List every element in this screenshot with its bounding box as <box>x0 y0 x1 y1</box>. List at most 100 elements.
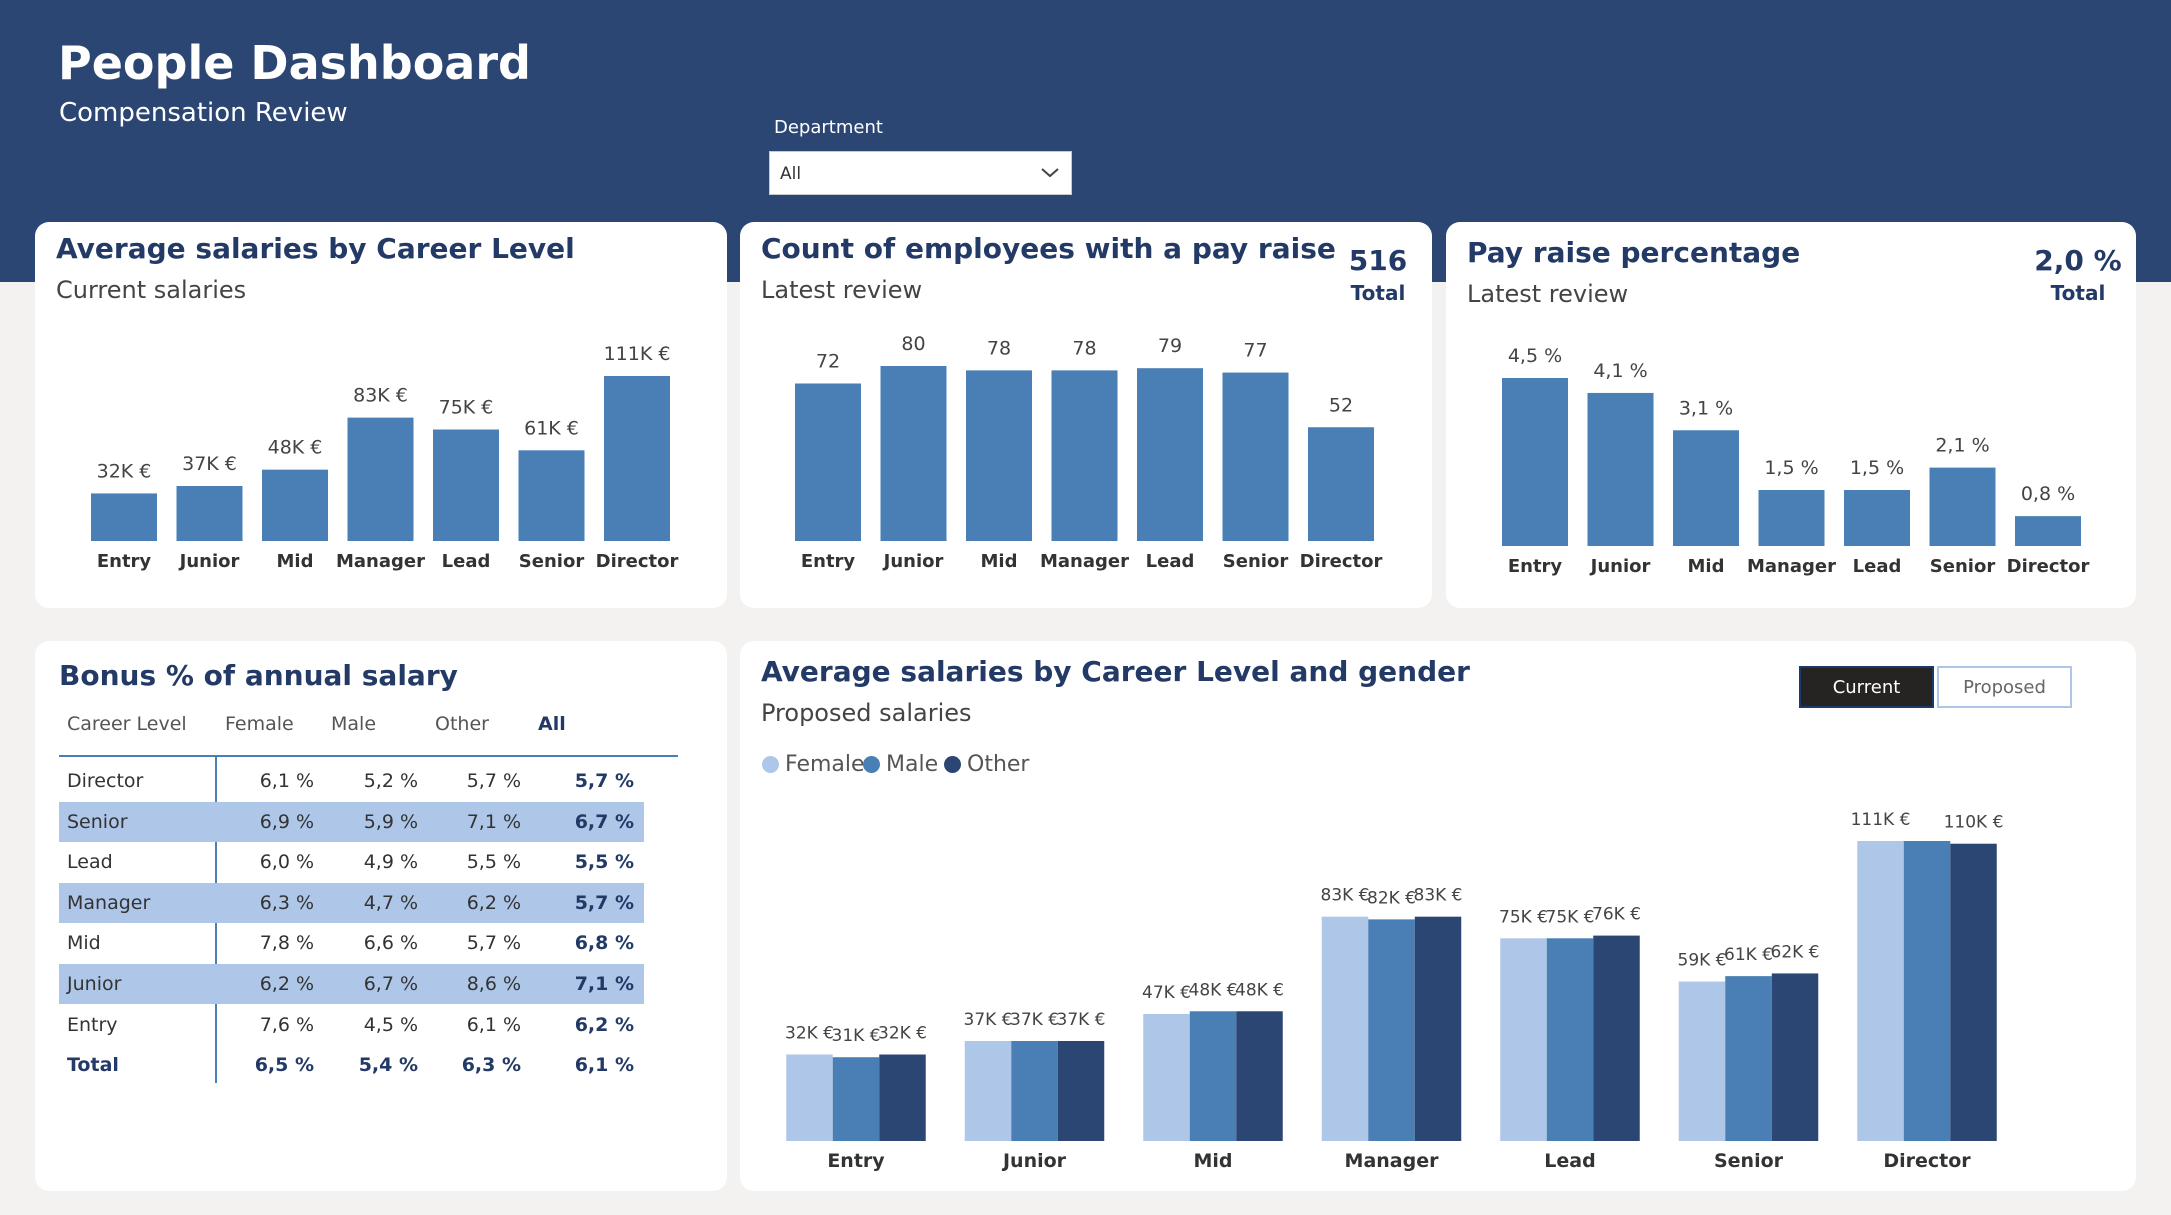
bar-entry-male[interactable] <box>832 1057 880 1141</box>
bar-senior-female[interactable] <box>1678 981 1726 1141</box>
total-row-label[interactable]: Total <box>67 1054 119 1077</box>
x-tick-label: Junior <box>1589 556 1651 577</box>
table-row-label[interactable]: Mid <box>67 932 101 955</box>
data-label: 37K € <box>1057 1010 1106 1030</box>
bar-director-other[interactable] <box>1950 843 1997 1141</box>
bar-entry-other[interactable] <box>879 1054 926 1141</box>
table-row-label[interactable]: Junior <box>67 973 122 995</box>
toggle-current-button[interactable]: Current <box>1799 666 1934 708</box>
legend-dot-other <box>944 756 961 773</box>
bar-manager-female[interactable] <box>1321 916 1369 1141</box>
bar-manager-other[interactable] <box>1414 916 1462 1141</box>
department-filter-label: Department <box>774 117 883 138</box>
card-subtitle: Latest review <box>761 276 923 304</box>
bar-senior[interactable] <box>518 450 585 541</box>
table-row-label[interactable]: Senior <box>67 810 128 833</box>
bar-junior[interactable] <box>880 366 947 541</box>
bar-mid[interactable] <box>1673 430 1739 546</box>
col-header-female[interactable]: Female <box>225 713 294 735</box>
x-tick-label: Lead <box>1146 551 1195 572</box>
legend-label: Other <box>967 752 1030 777</box>
data-label: 1,5 % <box>1764 457 1818 479</box>
bar-lead[interactable] <box>433 429 499 541</box>
bar-entry[interactable] <box>1502 378 1568 546</box>
bar-entry-female[interactable] <box>786 1054 833 1141</box>
data-label: 48K € <box>1189 980 1238 1000</box>
table-cell-male: 6,6 % <box>363 932 418 955</box>
data-label: 2,1 % <box>1935 435 1989 457</box>
bar-director-female[interactable] <box>1857 841 1904 1141</box>
bar-director[interactable] <box>1308 427 1374 541</box>
bar-director-male[interactable] <box>1903 841 1951 1141</box>
kpi-total: 516 Total <box>1338 244 1418 305</box>
bar-senior-other[interactable] <box>1771 973 1819 1141</box>
bar-director[interactable] <box>604 376 670 541</box>
bar-senior-male[interactable] <box>1725 976 1772 1141</box>
col-header-male[interactable]: Male <box>331 713 377 735</box>
legend-label: Male <box>886 752 939 777</box>
bar-mid[interactable] <box>966 370 1032 541</box>
bar-mid-male[interactable] <box>1189 1011 1237 1141</box>
bar-senior[interactable] <box>1929 467 1996 546</box>
bar-manager[interactable] <box>1758 490 1825 546</box>
bar-manager-male[interactable] <box>1368 919 1415 1141</box>
table-cell-all: 6,2 % <box>574 1013 634 1036</box>
col-header-other[interactable]: Other <box>435 713 489 735</box>
bar-junior-female[interactable] <box>964 1041 1012 1141</box>
table-row-label[interactable]: Entry <box>67 1013 118 1036</box>
legend-item-other[interactable]: Other <box>944 752 1029 777</box>
bar-lead-other[interactable] <box>1593 935 1640 1141</box>
department-dropdown[interactable]: All <box>769 151 1072 195</box>
bar-lead[interactable] <box>1844 490 1910 546</box>
data-label: 82K € <box>1367 888 1416 908</box>
bar-manager[interactable] <box>1051 370 1118 541</box>
legend-dot-male <box>863 756 880 773</box>
legend-item-male[interactable]: Male <box>863 752 938 777</box>
bar-junior-other[interactable] <box>1057 1041 1105 1141</box>
x-tick-label: Entry <box>97 551 152 572</box>
bar-senior[interactable] <box>1222 372 1289 541</box>
avg-salary-chart: 32K € Entry 37K € Junior 48K € Mid 83K € Manage… <box>91 343 679 572</box>
data-label: 83K € <box>353 385 408 407</box>
legend-item-female[interactable]: Female <box>762 752 865 777</box>
x-tick-label: Junior <box>1001 1150 1067 1172</box>
data-label: 32K € <box>878 1024 927 1044</box>
table-cell-female: 7,6 % <box>259 1013 314 1036</box>
data-label: 48K € <box>1235 980 1284 1000</box>
data-label: 59K € <box>1678 951 1727 971</box>
bar-mid-female[interactable] <box>1143 1013 1190 1141</box>
bar-lead[interactable] <box>1137 368 1203 541</box>
toggle-proposed-button[interactable]: Proposed <box>1937 666 2072 708</box>
col-header-level[interactable]: Career Level <box>67 713 187 735</box>
table-cell-other: 6,3 % <box>461 1054 521 1077</box>
x-tick-label: Director <box>596 551 679 572</box>
x-tick-label: Manager <box>336 551 425 572</box>
data-label: 78 <box>987 337 1011 359</box>
table-row-label[interactable]: Director <box>67 770 144 792</box>
bar-mid[interactable] <box>262 469 328 541</box>
bar-lead-female[interactable] <box>1500 938 1547 1141</box>
x-tick-label: Manager <box>1747 556 1836 577</box>
bar-junior-male[interactable] <box>1011 1041 1058 1141</box>
bar-junior[interactable] <box>1587 392 1654 546</box>
x-tick-label: Junior <box>178 551 240 572</box>
data-label: 111K € <box>604 343 671 365</box>
bar-junior[interactable] <box>176 486 243 541</box>
bar-entry[interactable] <box>795 383 861 542</box>
row-highlight <box>59 801 644 842</box>
table-row-label[interactable]: Lead <box>67 851 113 874</box>
bar-manager[interactable] <box>347 417 414 541</box>
table-cell-other: 7,1 % <box>466 810 521 833</box>
table-row-label[interactable]: Manager <box>67 891 151 914</box>
col-header-all[interactable]: All <box>538 713 566 735</box>
x-tick-label: Director <box>2007 556 2090 577</box>
bar-lead-male[interactable] <box>1546 938 1594 1141</box>
card-subtitle: Current salaries <box>56 276 247 304</box>
bar-mid-other[interactable] <box>1236 1011 1283 1141</box>
card-title: Average salaries by Career Level <box>56 232 575 265</box>
bar-entry[interactable] <box>91 493 157 541</box>
legend-dot-female <box>762 756 779 773</box>
data-label: 52 <box>1329 394 1353 416</box>
bar-director[interactable] <box>2015 516 2081 546</box>
